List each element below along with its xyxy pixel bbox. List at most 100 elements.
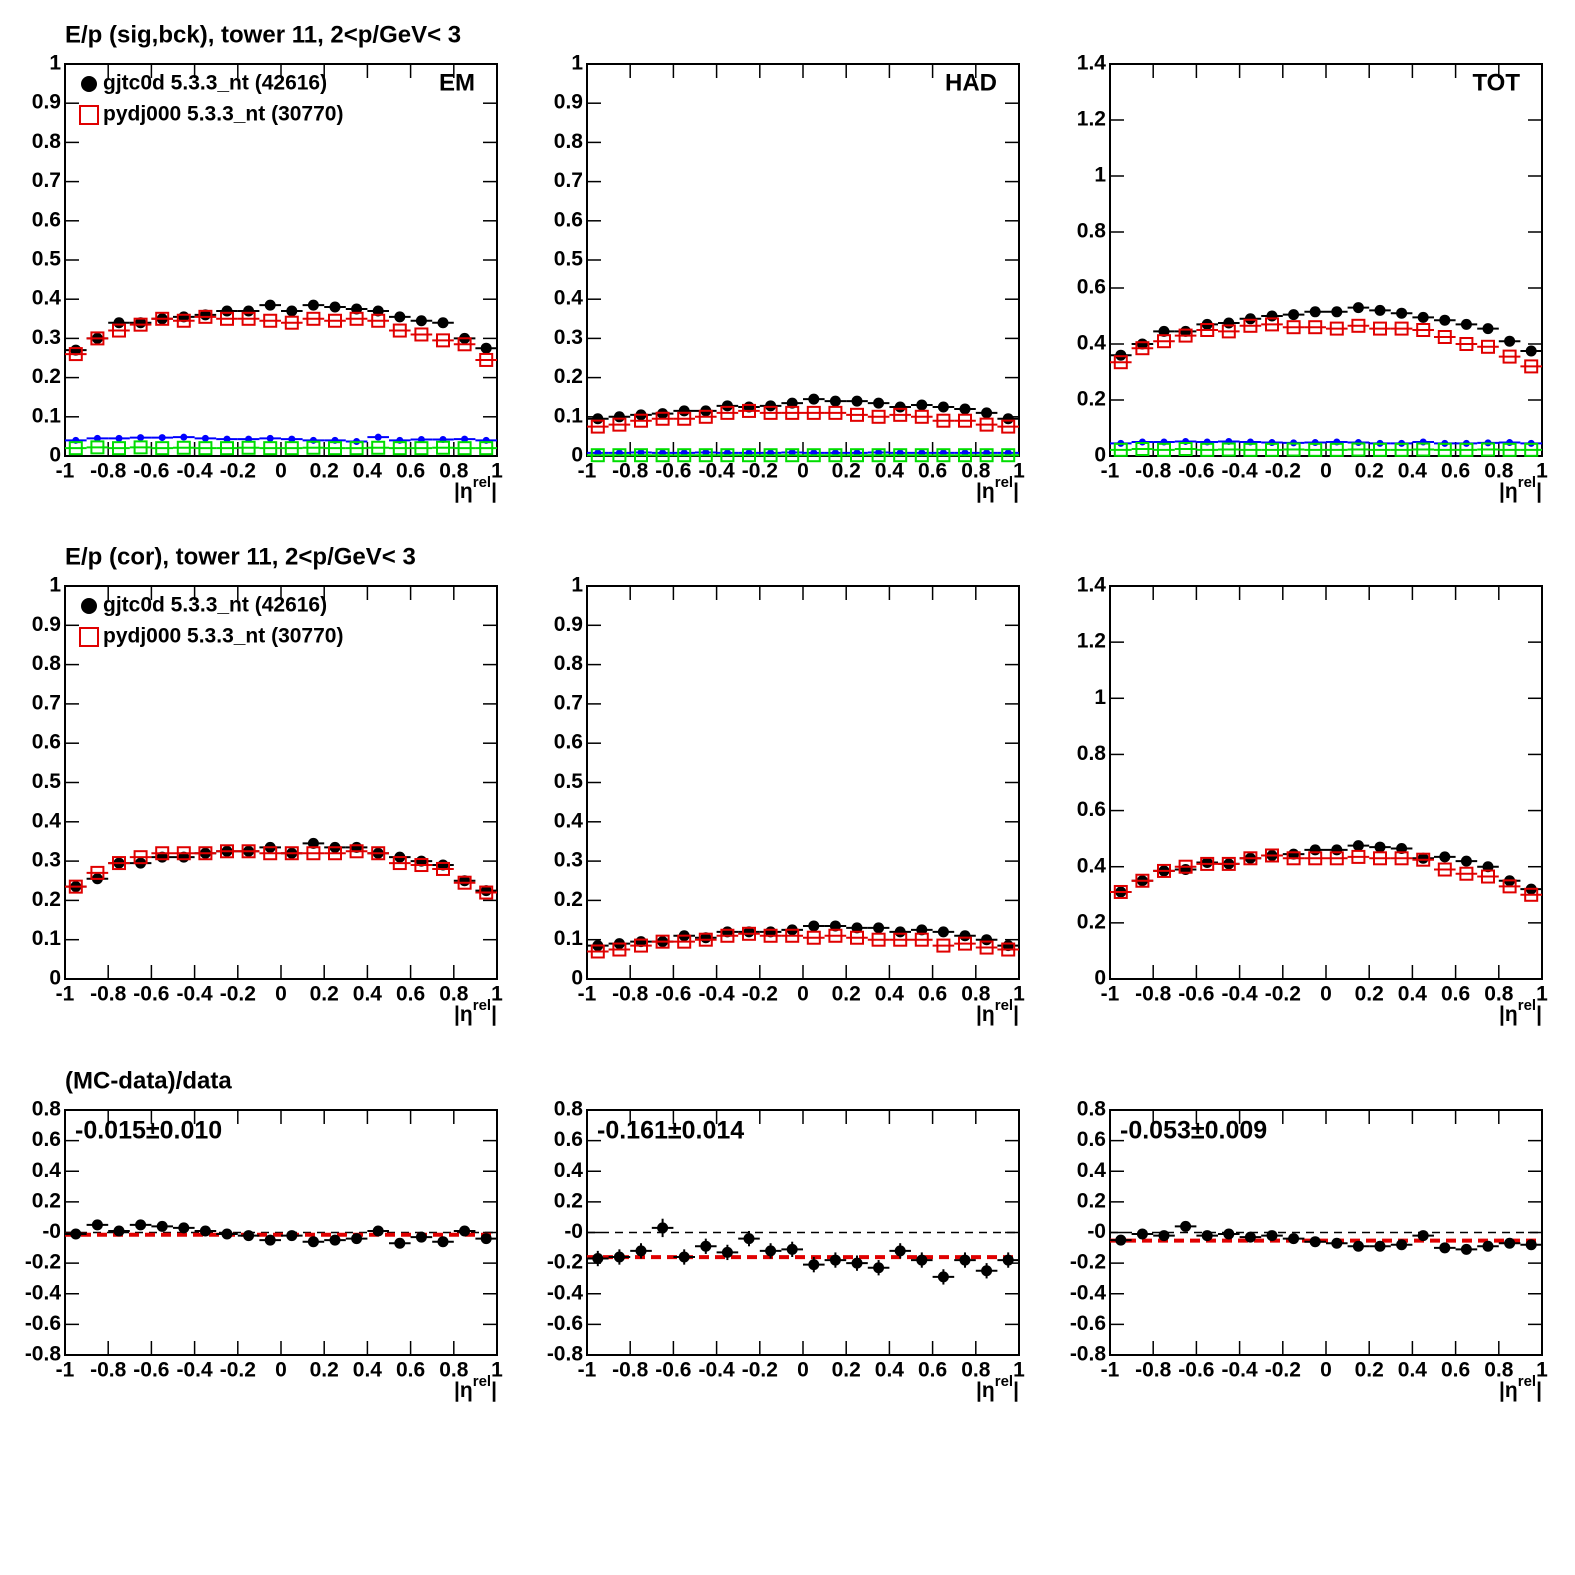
y-tick-label: 0.2 — [554, 888, 583, 911]
x-axis-label-part: | — [491, 1379, 497, 1402]
data-point — [635, 1245, 647, 1257]
x-axis-label-part: |η — [976, 480, 995, 503]
data-point — [828, 448, 843, 463]
y-tick-label: -0.6 — [1070, 1312, 1106, 1335]
x-axis-label-sup: rel — [995, 997, 1013, 1014]
data-point — [1244, 1231, 1256, 1243]
data-point — [1482, 861, 1494, 873]
data-point — [392, 441, 407, 456]
y-tick-label: 0.4 — [1077, 1159, 1107, 1182]
data-point — [112, 441, 126, 456]
x-axis-label-part: | — [1536, 1003, 1542, 1026]
data-point — [1158, 325, 1170, 337]
x-axis-label-part: | — [491, 480, 497, 503]
y-tick-label: 0.8 — [554, 1098, 584, 1121]
data-point — [1524, 442, 1539, 457]
data-point — [1417, 1230, 1429, 1242]
x-axis-label-part: | — [1013, 1379, 1019, 1402]
x-tick-label: -1 — [578, 983, 597, 1006]
data-point — [371, 846, 386, 861]
data-point — [914, 409, 929, 424]
data-point — [93, 434, 101, 442]
y-tick-label: 0.6 — [1077, 276, 1106, 299]
x-tick-label: 0.4 — [1398, 460, 1428, 483]
x-tick-label: -0.8 — [1135, 983, 1172, 1006]
x-tick-label: -0.2 — [742, 983, 778, 1006]
data-point — [137, 434, 145, 442]
plot-frame — [586, 585, 1020, 980]
y-tick-label: 0.8 — [32, 1098, 62, 1121]
data-point — [937, 1271, 949, 1283]
data-point — [742, 403, 756, 418]
data-point — [264, 1234, 276, 1246]
data-point — [785, 405, 800, 420]
data-point — [979, 940, 994, 955]
x-tick-label: -1 — [56, 983, 75, 1006]
data-point — [1266, 1230, 1278, 1242]
data-point — [590, 944, 605, 959]
x-tick-label: 0 — [1320, 460, 1332, 483]
data-point — [1001, 942, 1016, 957]
data-point — [156, 1220, 168, 1232]
fit-annotation: -0.015±0.010 — [75, 1117, 222, 1145]
y-tick-label: 0.1 — [32, 927, 62, 950]
x-tick-label: 0.2 — [1355, 460, 1384, 483]
data-point — [457, 875, 472, 890]
data-point — [306, 440, 321, 455]
y-tick-label: 0.1 — [554, 927, 584, 950]
data-point — [241, 440, 256, 455]
x-tick-label: -1 — [1101, 460, 1120, 483]
data-point — [1001, 448, 1016, 463]
data-point — [765, 400, 777, 412]
data-point — [1394, 442, 1409, 457]
data-point — [1525, 345, 1537, 357]
data-point — [479, 441, 494, 456]
x-tick-label: -0.8 — [612, 1359, 649, 1382]
x-tick-label: 0.6 — [1441, 983, 1470, 1006]
x-tick-label: -0.2 — [220, 460, 256, 483]
data-point — [309, 436, 317, 444]
x-tick-label: 0 — [797, 983, 809, 1006]
data-point — [243, 305, 255, 317]
data-point — [894, 926, 906, 938]
x-tick-label: 0.6 — [396, 983, 425, 1006]
y-tick-label: 0.5 — [554, 248, 584, 271]
y-tick-label: -0.4 — [547, 1281, 584, 1304]
data-point — [1459, 866, 1474, 881]
x-tick-label: 0 — [797, 1359, 809, 1382]
data-point — [436, 861, 450, 876]
x-axis-label-sup: rel — [1518, 1373, 1536, 1390]
x-tick-label: 0.8 — [1484, 983, 1514, 1006]
data-point — [1223, 1228, 1235, 1240]
data-point — [415, 1231, 427, 1243]
x-tick-label: 0.8 — [439, 1359, 469, 1382]
data-point — [1352, 1240, 1364, 1252]
data-point — [1396, 842, 1408, 854]
x-tick-label: -0.2 — [1265, 983, 1301, 1006]
chart-title: (MC-data)/data — [65, 1067, 232, 1094]
data-point — [135, 1219, 147, 1231]
data-point — [436, 440, 450, 455]
x-tick-label: -0.8 — [612, 460, 649, 483]
panel-label: HAD — [945, 69, 997, 96]
data-point — [1178, 328, 1193, 343]
data-point — [1416, 323, 1431, 337]
data-point — [851, 1257, 863, 1269]
data-point — [1201, 1230, 1213, 1242]
data-point — [1352, 840, 1364, 852]
data-point — [1243, 442, 1258, 457]
y-tick-label: 0.2 — [32, 365, 61, 388]
data-point — [1286, 442, 1301, 457]
x-tick-label: -0.8 — [90, 983, 127, 1006]
data-point — [158, 434, 166, 442]
y-tick-label: 0 — [571, 967, 583, 990]
data-point — [1331, 1237, 1343, 1249]
data-point — [480, 1233, 492, 1245]
x-tick-label: 1 — [1536, 1359, 1548, 1382]
x-tick-label: 0.6 — [918, 1359, 947, 1382]
y-tick-label: 1.4 — [1077, 574, 1107, 597]
data-point — [90, 331, 105, 346]
data-point — [1416, 442, 1431, 457]
plot-frame — [1109, 63, 1543, 457]
x-tick-label: 0.8 — [1484, 460, 1514, 483]
